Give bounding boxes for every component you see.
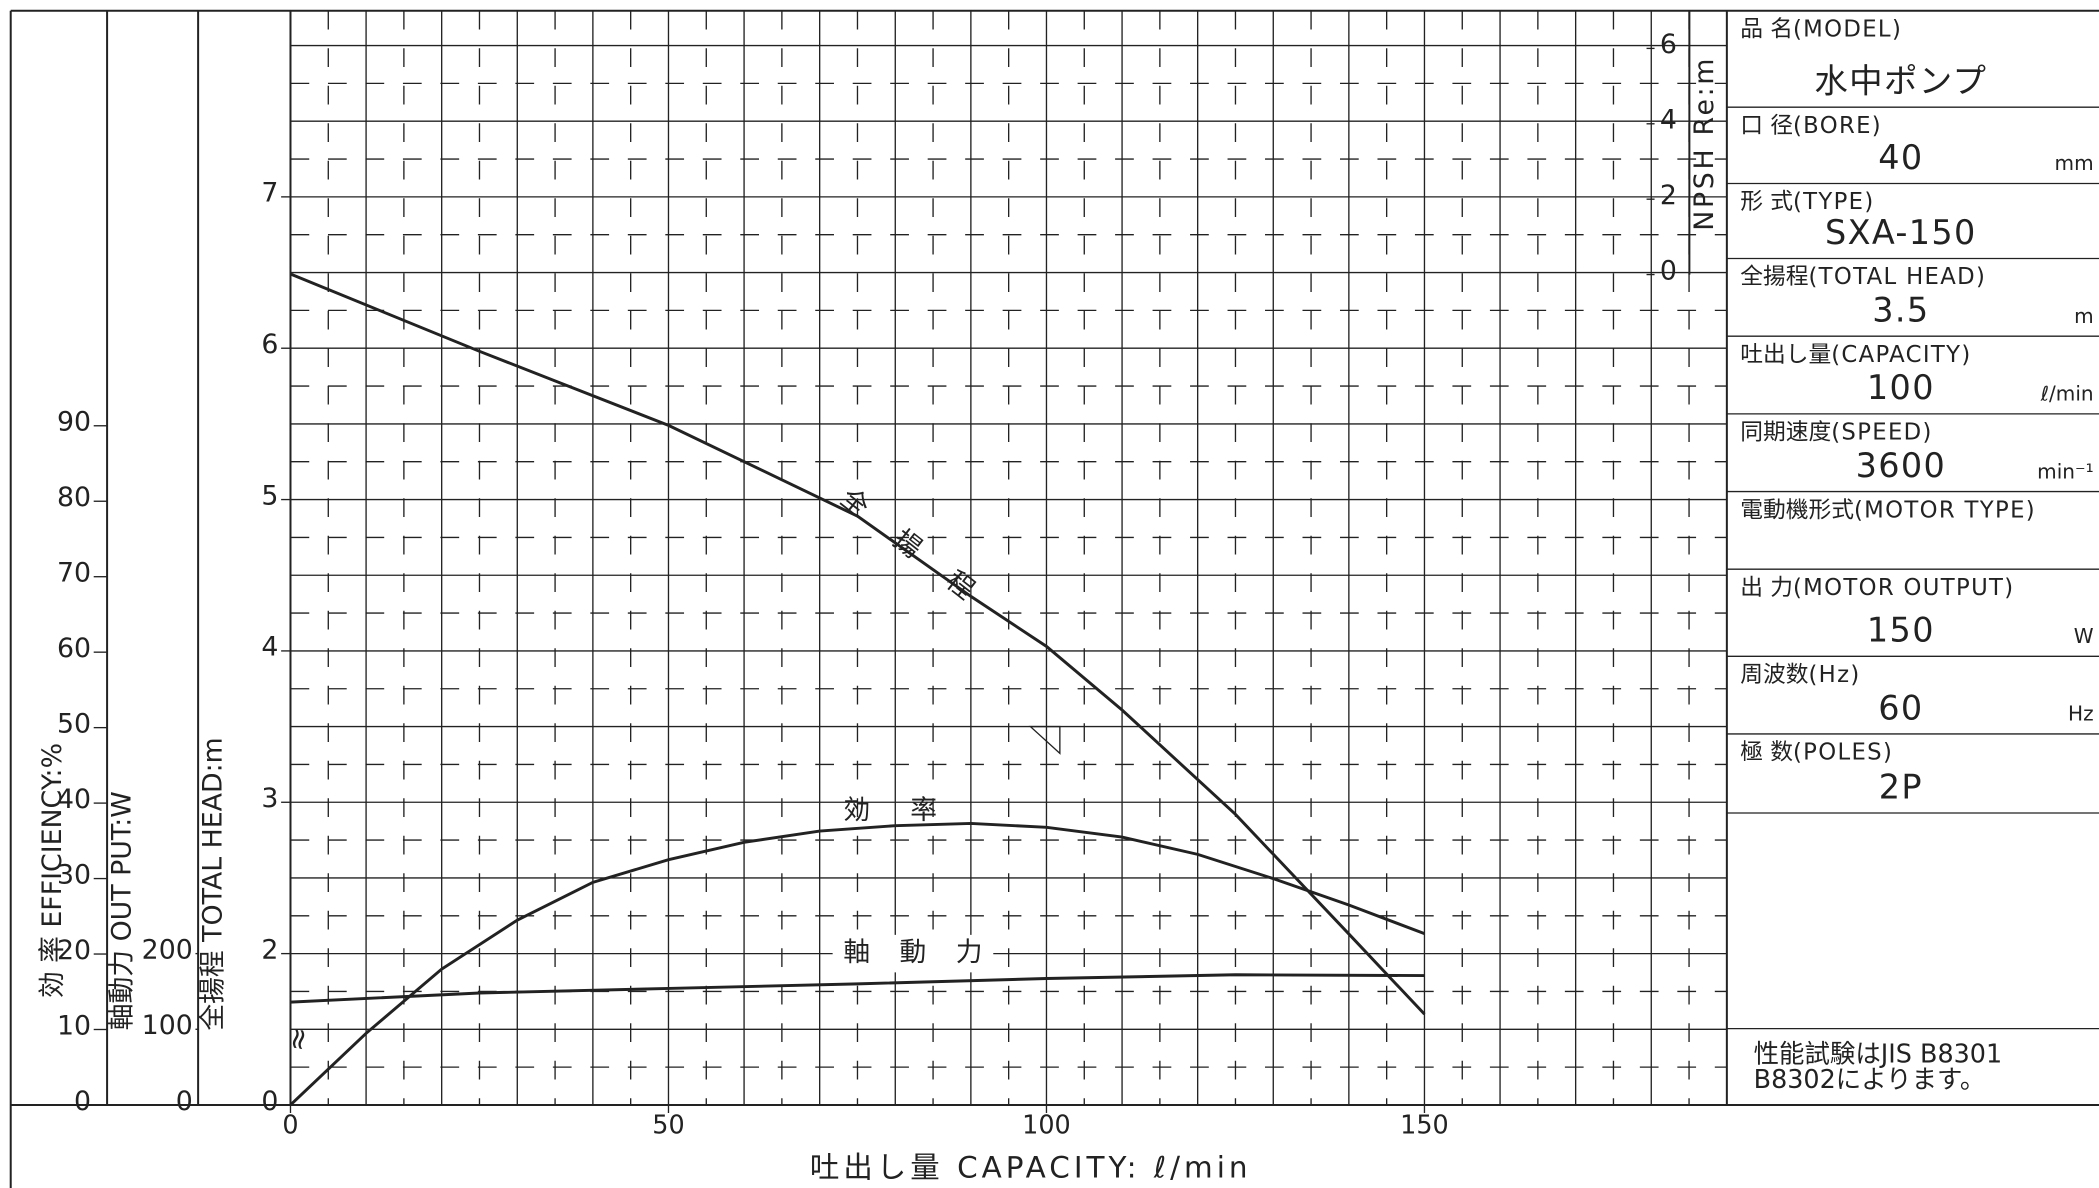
curve bbox=[289, 821, 1425, 1107]
head-tick-label: 2 bbox=[261, 934, 278, 965]
label-bg bbox=[832, 934, 994, 973]
efficiency-tick-label: 60 bbox=[57, 633, 91, 664]
spec-label-jp: 出 力 bbox=[1740, 574, 1793, 600]
spec-label-jp: 電動機形式 bbox=[1740, 497, 1854, 523]
spec-label-en: (SPEED) bbox=[1831, 419, 1933, 445]
output-tick-label: 100 bbox=[142, 1010, 193, 1041]
spec-label: 電動機形式(MOTOR TYPE) bbox=[1740, 497, 2036, 523]
head-axis-title: 全揚程 TOTAL HEAD:m bbox=[198, 737, 229, 1030]
efficiency-tick-label: 20 bbox=[57, 935, 91, 966]
x-axis-title: 吐出し量 CAPACITY: ℓ/min bbox=[810, 1151, 1252, 1185]
spec-label-en: (MOTOR TYPE) bbox=[1854, 497, 2036, 523]
npsh-tick-label: 0 bbox=[1660, 255, 1677, 286]
spec-label: 同期速度(SPEED) bbox=[1740, 419, 1933, 445]
spec-label-en: (TOTAL HEAD) bbox=[1808, 264, 1986, 290]
head-tick-label: 6 bbox=[261, 329, 278, 360]
spec-unit: mm bbox=[2055, 151, 2094, 175]
efficiency-tick-label: 10 bbox=[57, 1010, 91, 1041]
spec-unit: Hz bbox=[2068, 702, 2094, 726]
head-tick-label: 3 bbox=[261, 783, 278, 814]
efficiency-tick-label: 70 bbox=[57, 558, 91, 589]
spec-label-jp: 口 径 bbox=[1740, 112, 1793, 138]
spec-value: 3600 bbox=[1856, 446, 1947, 485]
curve-label: 軸動力 bbox=[843, 937, 1012, 968]
head-tick-label: 4 bbox=[261, 632, 278, 663]
output-tick-label: 200 bbox=[142, 934, 193, 965]
spec-label-en: (MODEL) bbox=[1793, 16, 1902, 42]
efficiency-tick-label: 0 bbox=[74, 1086, 91, 1117]
spec-label-en: (Hz) bbox=[1808, 662, 1860, 688]
x-tick-label: 0 bbox=[282, 1109, 298, 1139]
spec-unit: min⁻¹ bbox=[2037, 459, 2094, 483]
spec-label-jp: 全揚程 bbox=[1740, 264, 1808, 290]
head-tick-label: 5 bbox=[261, 480, 278, 511]
efficiency-tick-label: 40 bbox=[57, 784, 91, 815]
spec-label-jp: 同期速度 bbox=[1740, 419, 1831, 445]
spec-label: 全揚程(TOTAL HEAD) bbox=[1740, 264, 1986, 290]
spec-label: 吐出し量(CAPACITY) bbox=[1740, 341, 1971, 367]
curve-label: 効率 bbox=[843, 795, 977, 826]
output-tick-label: 0 bbox=[176, 1086, 193, 1117]
spec-label-en: (CAPACITY) bbox=[1831, 341, 1971, 367]
note: 性能試験はJIS B8301 bbox=[1754, 1038, 2003, 1068]
efficiency-axis-title: 効 率 EFFICIENCY:% bbox=[37, 743, 68, 998]
spec-unit: m bbox=[2074, 304, 2094, 328]
spec-label: 品 名(MODEL) bbox=[1740, 16, 1902, 42]
efficiency-tick-label: 50 bbox=[57, 708, 91, 739]
npsh-axis-title: NPSH Re:m bbox=[1689, 56, 1720, 231]
spec-label-jp: 吐出し量 bbox=[1740, 341, 1831, 367]
spec-value: 100 bbox=[1867, 368, 1935, 407]
spec-label-jp: 周波数 bbox=[1740, 662, 1808, 688]
spec-value: 60 bbox=[1878, 688, 1923, 727]
spec-label-en: (MOTOR OUTPUT) bbox=[1793, 574, 2015, 600]
spec-label-jp: 極 数 bbox=[1740, 739, 1793, 765]
npsh-tick-label: 4 bbox=[1660, 105, 1677, 136]
spec-value: 150 bbox=[1867, 611, 1935, 650]
spec-label: 出 力(MOTOR OUTPUT) bbox=[1740, 574, 2014, 600]
spec-unit: W bbox=[2074, 624, 2094, 648]
curve bbox=[290, 973, 1425, 1004]
x-tick-label: 150 bbox=[1400, 1109, 1449, 1139]
npsh-tick-label: 6 bbox=[1660, 29, 1677, 60]
duty-point bbox=[1028, 725, 1061, 755]
efficiency-tick-label: 90 bbox=[57, 407, 91, 438]
spec-label: 極 数(POLES) bbox=[1740, 739, 1893, 765]
spec-value: 40 bbox=[1878, 138, 1923, 177]
spec-value: SXA-150 bbox=[1825, 213, 1977, 252]
spec-value: 3.5 bbox=[1872, 291, 1929, 330]
spec-value: 2P bbox=[1879, 767, 1923, 806]
spec-label-jp: 品 名 bbox=[1740, 16, 1793, 42]
spec-label: 口 径(BORE) bbox=[1740, 112, 1882, 138]
x-tick-label: 50 bbox=[652, 1109, 684, 1139]
efficiency-tick-label: 80 bbox=[57, 482, 91, 513]
spec-value: 水中ポンプ bbox=[1814, 62, 1987, 101]
output-axis-title: 軸動力 OUT PUT:W bbox=[107, 791, 138, 1030]
spec-label: 周波数(Hz) bbox=[1740, 662, 1860, 688]
spec-label-jp: 形 式 bbox=[1740, 189, 1793, 215]
note: B8302によります。 bbox=[1754, 1064, 1986, 1094]
head-tick-label: 0 bbox=[261, 1086, 278, 1117]
spec-label-en: (TYPE) bbox=[1793, 189, 1875, 215]
spec-label-en: (POLES) bbox=[1793, 739, 1893, 765]
npsh-tick-label: 2 bbox=[1660, 180, 1677, 211]
curve bbox=[289, 272, 1426, 1016]
spec-label-en: (BORE) bbox=[1793, 112, 1882, 138]
efficiency-tick-label: 30 bbox=[57, 859, 91, 890]
head-tick-label: 7 bbox=[261, 178, 278, 209]
spec-unit: ℓ/min bbox=[2040, 382, 2094, 406]
spec-label: 形 式(TYPE) bbox=[1740, 189, 1874, 215]
x-tick-label: 100 bbox=[1022, 1109, 1071, 1139]
